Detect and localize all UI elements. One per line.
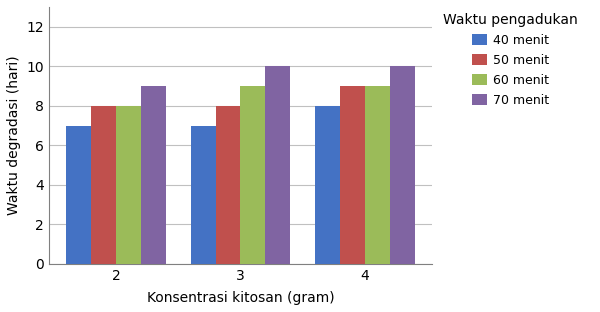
Bar (265, 66, 290, 264)
Bar (315, 106, 340, 264)
Bar (191, 125, 215, 264)
Bar (116, 106, 141, 264)
Bar (390, 66, 415, 264)
Bar (215, 106, 241, 264)
Bar (67, 125, 91, 264)
Bar (365, 86, 390, 264)
Legend: 40 menit, 50 menit, 60 menit, 70 menit: 40 menit, 50 menit, 60 menit, 70 menit (438, 8, 583, 112)
Y-axis label: Waktu degradasi (hari): Waktu degradasi (hari) (7, 56, 21, 215)
Bar (91, 106, 116, 264)
Bar (141, 86, 166, 264)
X-axis label: Konsentrasi kitosan (gram): Konsentrasi kitosan (gram) (146, 291, 334, 305)
Bar (340, 86, 365, 264)
Bar (241, 86, 265, 264)
